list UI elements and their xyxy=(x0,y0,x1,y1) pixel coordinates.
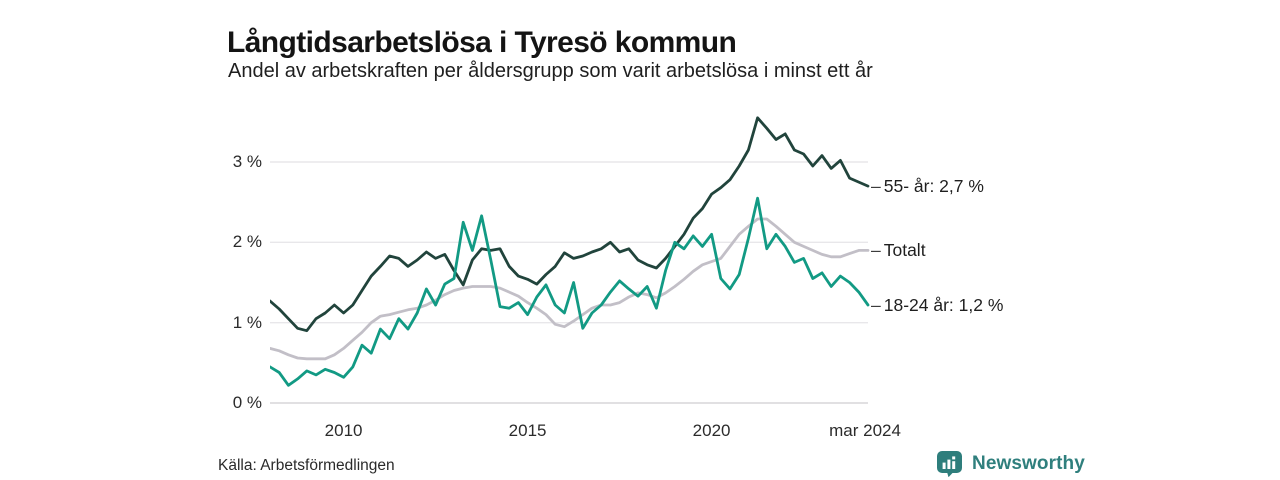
annotation-text: 18-24 år: 1,2 % xyxy=(883,294,1004,315)
x-tick-label: 2015 xyxy=(508,421,547,440)
source-note: Källa: Arbetsförmedlingen xyxy=(218,457,395,474)
y-tick-label: 2 % xyxy=(232,232,262,252)
x-tick-label: mar 2024 xyxy=(829,421,901,440)
y-tick-label: 0 % xyxy=(232,393,262,412)
series-line-Totalt xyxy=(270,217,870,361)
chart-subtitle: Andel av arbetskraften per åldersgrupp s… xyxy=(228,60,873,82)
chart-title: Långtidsarbetslösa i Tyresö kommun xyxy=(227,26,737,60)
annotation-dash: – xyxy=(871,294,881,315)
newsworthy-logo: Newsworthy xyxy=(936,450,1085,477)
series-line-55- år xyxy=(270,116,870,333)
newsworthy-bubble-chart-icon xyxy=(937,451,962,477)
x-tick-label: 2010 xyxy=(324,421,363,440)
newsworthy-logo-text: Newsworthy xyxy=(972,452,1085,474)
annotation-dash: – xyxy=(871,176,881,197)
y-tick-label: 3 % xyxy=(232,152,262,171)
series-end-label-55- år: –55- år: 2,7 % xyxy=(871,173,984,199)
annotation-text: 55- år: 2,7 % xyxy=(883,176,984,197)
y-tick-label: 1 % xyxy=(232,312,262,332)
annotation-dash: – xyxy=(871,240,881,261)
series-end-label-18-24 år: –18-24 år: 1,2 % xyxy=(871,292,1003,318)
annotation-text: Totalt xyxy=(883,240,926,261)
series-end-label-Totalt: – Totalt xyxy=(871,237,926,263)
series-line-18-24 år xyxy=(270,196,870,387)
x-tick-label: 2020 xyxy=(692,421,731,440)
line-chart-svg xyxy=(270,116,870,404)
